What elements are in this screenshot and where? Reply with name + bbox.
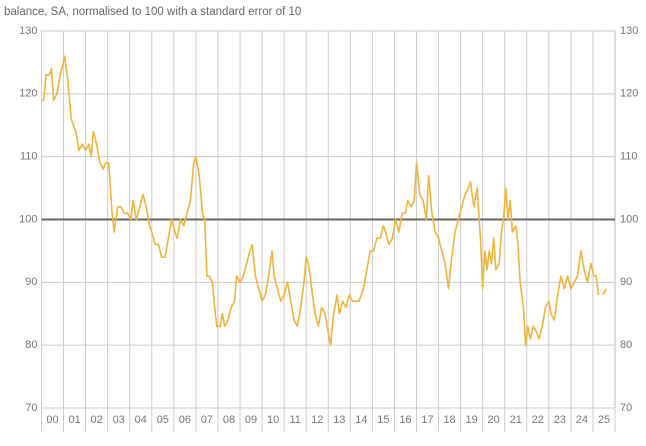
y2-tick-label: 90 — [620, 276, 632, 288]
x-tick-label: 06 — [179, 414, 191, 426]
y-tick-label: 130 — [19, 25, 37, 37]
x-tick-label: 01 — [68, 414, 80, 426]
x-tick-label: 14 — [355, 414, 367, 426]
chart-title: balance, SA, normalised to 100 with a st… — [4, 6, 301, 18]
y2-tick-label: 110 — [620, 151, 638, 163]
x-tick-label: 09 — [245, 414, 257, 426]
y-tick-label: 80 — [25, 339, 37, 351]
x-tick-label: 12 — [311, 414, 323, 426]
x-tick-label: 24 — [576, 414, 588, 426]
y2-tick-label: 120 — [620, 88, 638, 100]
y2-tick-label: 70 — [620, 402, 632, 414]
x-tick-label: 03 — [113, 414, 125, 426]
x-tick-label: 22 — [532, 414, 544, 426]
y-tick-label: 90 — [25, 276, 37, 288]
y-tick-label: 110 — [20, 151, 38, 163]
x-tick-label: 21 — [510, 414, 522, 426]
x-tick-label: 02 — [91, 414, 103, 426]
x-tick-label: 17 — [421, 414, 433, 426]
x-tick-label: 08 — [223, 414, 235, 426]
y2-tick-label: 130 — [620, 25, 638, 37]
data-line — [41, 55, 607, 346]
y-tick-label: 70 — [25, 402, 37, 414]
y2-tick-label: 100 — [620, 213, 638, 225]
x-tick-label: 13 — [333, 414, 345, 426]
x-tick-label: 20 — [488, 414, 500, 426]
y-tick-label: 120 — [19, 88, 37, 100]
x-tick-label: 23 — [554, 414, 566, 426]
x-tick-label: 10 — [267, 414, 279, 426]
x-tick-label: 07 — [201, 414, 213, 426]
x-tick-label: 11 — [289, 414, 300, 426]
y2-tick-label: 80 — [620, 339, 632, 351]
x-tick-label: 16 — [399, 414, 411, 426]
x-tick-label: 15 — [377, 414, 389, 426]
x-tick-label: 00 — [46, 414, 58, 426]
x-tick-label: 18 — [443, 414, 455, 426]
x-tick-label: 05 — [157, 414, 169, 426]
x-tick-label: 25 — [598, 414, 610, 426]
x-tick-label: 04 — [135, 414, 147, 426]
x-tick-label: 19 — [466, 414, 478, 426]
y-tick-label: 100 — [19, 213, 37, 225]
